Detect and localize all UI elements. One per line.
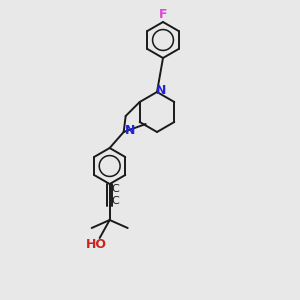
Text: N: N — [124, 124, 135, 137]
Text: C: C — [112, 196, 120, 206]
Text: HO: HO — [86, 238, 107, 251]
Text: C: C — [112, 184, 120, 194]
Text: F: F — [159, 8, 167, 22]
Text: N: N — [156, 85, 166, 98]
